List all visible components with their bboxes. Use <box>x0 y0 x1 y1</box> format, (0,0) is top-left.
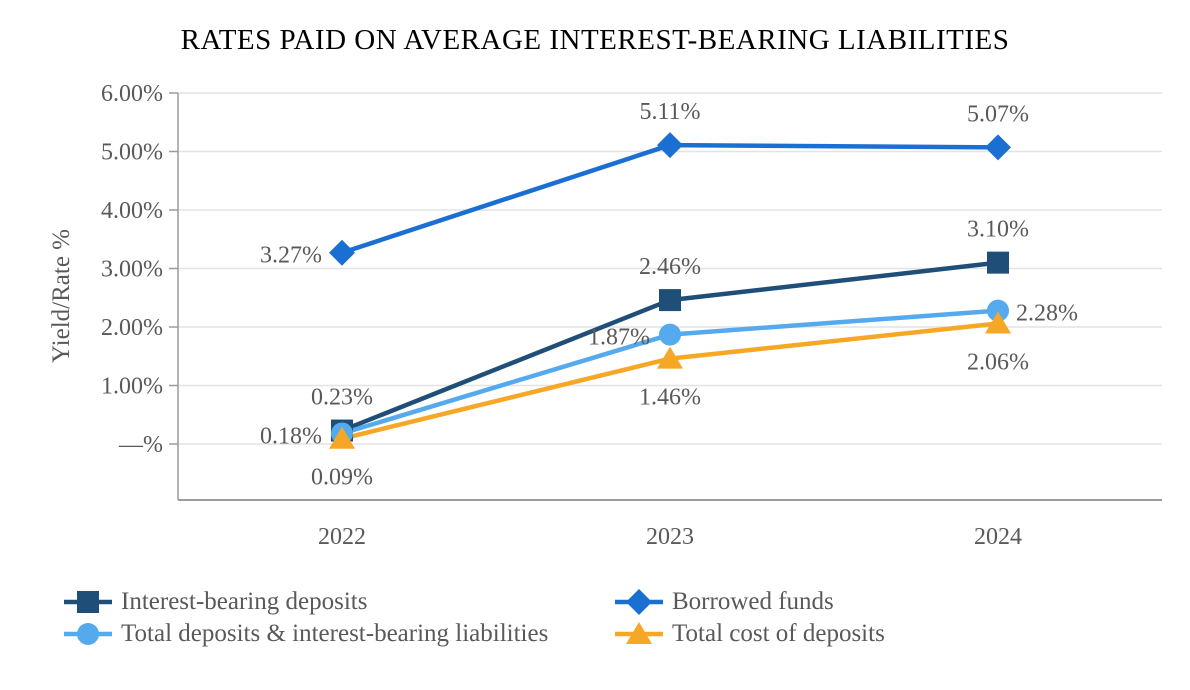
data-point-marker <box>77 623 99 645</box>
x-axis-label: 2022 <box>318 524 366 550</box>
data-point-label: 0.18% <box>260 423 322 449</box>
square-legend-marker-icon <box>64 591 112 613</box>
y-axis-tick-label: 4.00% <box>101 198 163 224</box>
data-point-label: 0.09% <box>311 465 373 491</box>
data-point-label: 2.46% <box>639 254 701 280</box>
data-point-marker <box>985 134 1011 161</box>
diamond-legend-marker-icon <box>615 589 663 615</box>
y-axis-tick-label: 2.00% <box>101 315 163 341</box>
y-axis-tick-label: 6.00% <box>101 81 163 107</box>
legend-item: Total deposits & interest-bearing liabil… <box>64 618 615 650</box>
data-point-label: 3.27% <box>260 243 322 269</box>
data-point-marker <box>985 311 1011 334</box>
x-axis-label: 2024 <box>974 524 1022 550</box>
data-point-label: 0.23% <box>311 385 373 411</box>
legend: Interest-bearing deposits Borrowed funds T… <box>64 586 885 650</box>
series-line <box>341 142 999 255</box>
legend-item: Interest-bearing deposits <box>64 586 615 618</box>
data-point-marker <box>987 251 1009 274</box>
circle-legend-marker-icon <box>64 623 112 645</box>
data-point-label: 2.28% <box>1016 301 1078 327</box>
triangle-legend-marker-icon <box>615 622 663 644</box>
y-axis-tick-label: 5.00% <box>101 140 163 166</box>
data-point-marker <box>657 346 683 369</box>
data-point-label: 1.87% <box>588 325 650 351</box>
data-point-marker <box>659 323 681 346</box>
data-point-label: 1.46% <box>639 385 701 411</box>
legend-item: Total cost of deposits <box>615 618 885 650</box>
chart-title: RATES PAID ON AVERAGE INTEREST-BEARING L… <box>180 24 1010 56</box>
data-point-marker <box>329 426 355 449</box>
data-point-marker <box>77 591 99 613</box>
y-axis-tick-label: 1.00% <box>101 374 163 400</box>
y-axis-tick-label: —% <box>118 432 163 458</box>
data-point-marker <box>626 589 652 615</box>
data-point-marker <box>987 299 1009 322</box>
legend-label: Total deposits & interest-bearing liabil… <box>121 620 549 647</box>
x-axis-label: 2023 <box>646 524 694 550</box>
data-point-marker <box>626 622 652 644</box>
data-point-label: 3.10% <box>967 217 1029 243</box>
data-point-marker <box>329 239 355 266</box>
data-point-marker <box>657 132 683 159</box>
legend-label: Total cost of deposits <box>672 620 885 647</box>
legend-label: Interest-bearing deposits <box>121 588 368 615</box>
y-axis-tick-label: 3.00% <box>101 257 163 283</box>
legend-label: Borrowed funds <box>672 588 834 615</box>
data-point-label: 5.11% <box>639 99 700 125</box>
data-point-label: 2.06% <box>967 349 1029 375</box>
data-point-marker <box>659 289 681 312</box>
data-point-label: 5.07% <box>967 101 1029 127</box>
legend-item: Borrowed funds <box>615 586 885 618</box>
